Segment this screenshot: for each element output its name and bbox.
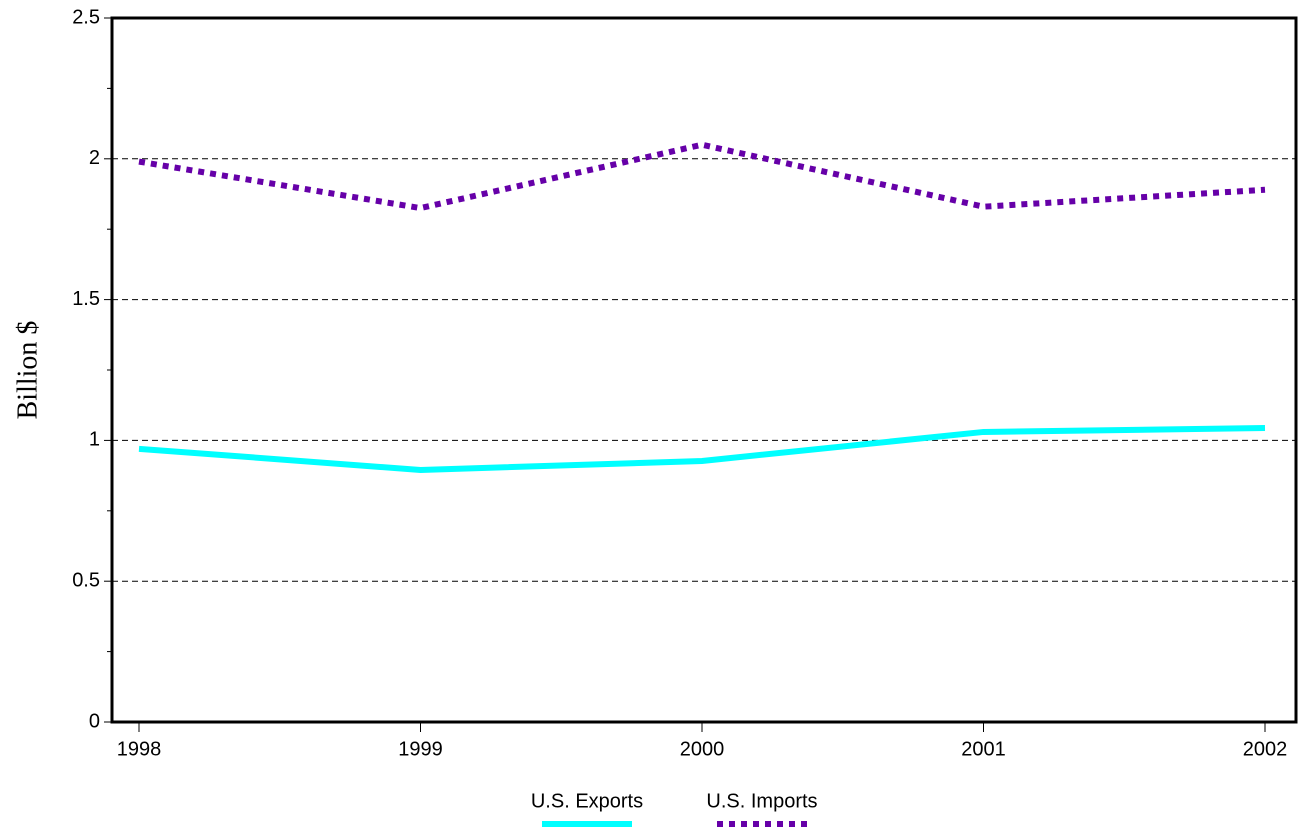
y-tick-label: 2	[89, 147, 100, 169]
x-tick-label: 2002	[1243, 738, 1288, 760]
x-tick-label: 2000	[680, 738, 725, 760]
y-tick-label: 2.5	[72, 6, 100, 28]
x-tick-label: 1999	[398, 738, 443, 760]
series-line	[138, 425, 1266, 473]
y-axis-label: Billion $	[12, 321, 43, 420]
y-tick-label: 0.5	[72, 569, 100, 591]
legend-label: U.S. Exports	[531, 790, 643, 812]
x-tick-label: 1998	[117, 738, 162, 760]
y-tick-label: 1.5	[72, 288, 100, 310]
legend-label: U.S. Imports	[706, 790, 817, 812]
series-line	[138, 141, 1266, 212]
plot-frame	[110, 16, 1298, 724]
y-tick-label: 0	[89, 710, 100, 732]
x-tick-label: 2001	[961, 738, 1006, 760]
y-tick-label: 1	[89, 429, 100, 451]
